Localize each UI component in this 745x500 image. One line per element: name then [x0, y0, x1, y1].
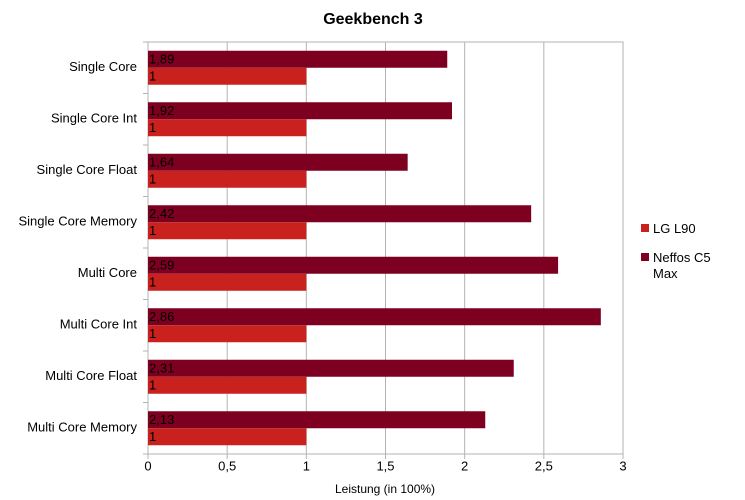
data-label: 2,13 — [149, 412, 174, 427]
legend-swatch — [641, 224, 649, 232]
data-label: 1 — [149, 120, 156, 135]
bar — [148, 102, 452, 120]
bar — [148, 273, 307, 291]
bar — [148, 428, 307, 446]
data-label: 2,86 — [149, 309, 174, 324]
bar — [148, 119, 307, 137]
data-label: 1,89 — [149, 52, 174, 67]
legend-label: Neffos C5 Max — [653, 250, 711, 281]
bar — [148, 308, 601, 326]
bar — [148, 222, 307, 240]
y-tick-label: Single Core — [69, 59, 137, 74]
x-axis-label: Leistung (in 100%) — [335, 482, 435, 496]
bar — [148, 411, 486, 429]
bar — [148, 205, 532, 223]
y-tick-label: Multi Core Int — [60, 317, 138, 332]
x-tick-label: 0 — [144, 458, 151, 473]
data-label: 1 — [149, 172, 156, 187]
y-tick-label: Single Core Memory — [19, 214, 138, 229]
legend-swatch — [641, 253, 649, 261]
data-label: 1 — [149, 69, 156, 84]
y-tick-label: Single Core Int — [51, 111, 137, 126]
data-label: 1 — [149, 275, 156, 290]
data-label: 1 — [149, 429, 156, 444]
bar — [148, 50, 448, 68]
legend-label: LG L90 — [653, 221, 696, 236]
bar — [148, 325, 307, 343]
x-tick-label: 3 — [619, 458, 626, 473]
data-label: 2,42 — [149, 206, 174, 221]
y-tick-label: Multi Core Float — [45, 368, 137, 383]
x-tick-label: 2,5 — [535, 458, 553, 473]
y-tick-label: Multi Core — [78, 265, 137, 280]
data-label: 1,92 — [149, 103, 174, 118]
x-tick-label: 2 — [461, 458, 468, 473]
data-label: 2,59 — [149, 258, 174, 273]
data-label: 1,64 — [149, 155, 174, 170]
bar — [148, 359, 514, 377]
x-tick-label: 1,5 — [376, 458, 394, 473]
y-tick-label: Single Core Float — [37, 162, 138, 177]
x-tick-label: 1 — [303, 458, 310, 473]
chart-title: Geekbench 3 — [323, 11, 423, 28]
x-tick-label: 0,5 — [218, 458, 236, 473]
bar — [148, 153, 408, 171]
y-tick-label: Multi Core Memory — [27, 420, 137, 435]
bar — [148, 67, 307, 85]
data-label: 1 — [149, 223, 156, 238]
data-label: 1 — [149, 326, 156, 341]
bar — [148, 376, 307, 394]
data-label: 1 — [149, 378, 156, 393]
bar — [148, 170, 307, 188]
data-label: 2,31 — [149, 361, 174, 376]
bar — [148, 256, 559, 274]
